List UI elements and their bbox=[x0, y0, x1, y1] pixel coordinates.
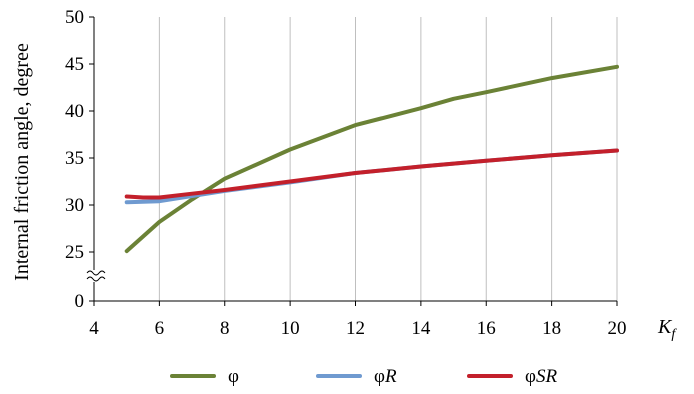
tick-labels: 0 25 30 35 40 45 50 4 6 8 10 12 14 16 18 20 bbox=[65, 7, 627, 339]
series-lines bbox=[124, 64, 619, 254]
x-tick-label-20: 20 bbox=[608, 318, 627, 339]
x-tick-label-4: 4 bbox=[89, 318, 99, 339]
grid-lines bbox=[158, 17, 618, 301]
y-tick-label-50: 50 bbox=[65, 7, 84, 28]
x-tick-label-16: 16 bbox=[477, 318, 496, 339]
y-axis-title: Internal friction angle, degree bbox=[11, 43, 33, 281]
x-tick-label-18: 18 bbox=[542, 318, 561, 339]
x-tick-label-8: 8 bbox=[220, 318, 230, 339]
x-tick-label-14: 14 bbox=[411, 318, 431, 339]
legend: φ φR φSR bbox=[170, 366, 557, 387]
axis-break-gap bbox=[91, 270, 98, 282]
x-axis-title-subscript: f bbox=[671, 327, 677, 342]
y-tick-label-30: 30 bbox=[65, 195, 84, 216]
legend-label-2: φR bbox=[374, 366, 397, 387]
axis-break-mark bbox=[86, 270, 106, 282]
legend-label-1: φ bbox=[228, 366, 239, 387]
legend-label-subscript-2: R bbox=[384, 366, 397, 387]
legend-label-base-2: φ bbox=[374, 366, 385, 387]
x-axis-title: Kf bbox=[657, 316, 677, 342]
x-axis-title-base: K bbox=[657, 316, 673, 338]
y-tick-label-40: 40 bbox=[65, 101, 84, 122]
legend-label-base-3: φ bbox=[525, 366, 536, 387]
y-tick-label-35: 35 bbox=[65, 148, 84, 169]
series-line-1 bbox=[124, 64, 619, 254]
legend-label-base-1: φ bbox=[228, 366, 239, 387]
axes bbox=[86, 16, 618, 306]
x-tick-label-10: 10 bbox=[281, 318, 300, 339]
legend-label-3: φSR bbox=[525, 366, 557, 387]
x-tick-label-12: 12 bbox=[346, 318, 365, 339]
y-tick-label-45: 45 bbox=[65, 54, 84, 75]
y-tick-label-0: 0 bbox=[75, 291, 85, 312]
legend-label-subscript-3: SR bbox=[536, 366, 558, 387]
series-line-3 bbox=[124, 148, 619, 200]
x-tick-label-6: 6 bbox=[155, 318, 165, 339]
y-tick-label-25: 25 bbox=[65, 242, 84, 263]
